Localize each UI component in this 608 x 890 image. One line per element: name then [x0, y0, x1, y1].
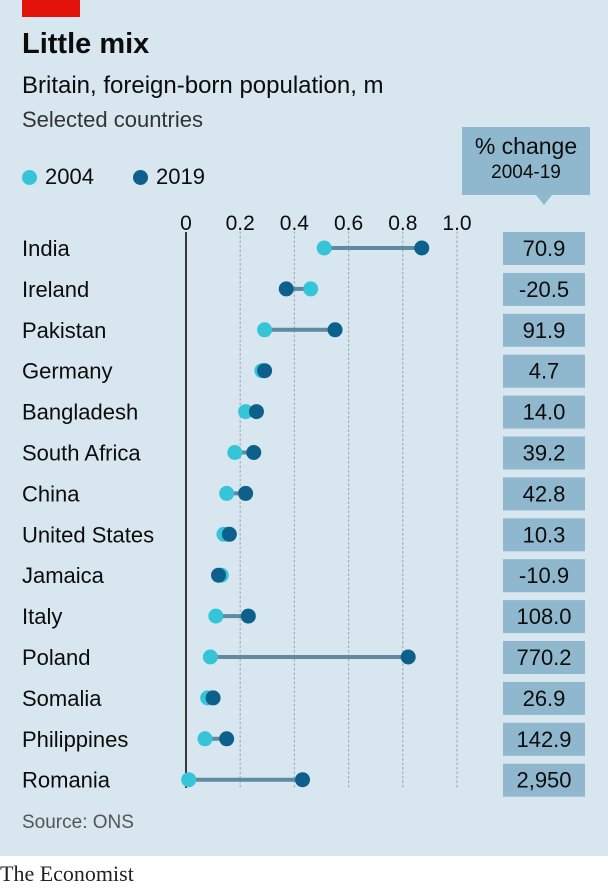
- dot-2004: [208, 608, 224, 624]
- pct-change-header-line1: % change: [474, 133, 578, 159]
- pct-change-box: [503, 477, 585, 511]
- dot-2019: [238, 485, 254, 501]
- source-note: Source: ONS: [22, 812, 134, 833]
- category-label: Pakistan: [22, 318, 106, 343]
- pct-change-header-line2: 2004-19: [491, 162, 561, 183]
- x-tick-label: 0: [180, 212, 192, 235]
- dot-2019: [246, 445, 262, 460]
- category-label: China: [22, 481, 80, 506]
- dot-2019: [414, 240, 430, 256]
- pct-change-value: 2,950: [516, 768, 571, 793]
- dot-plot: 0 0.2 0.4 0.6 0.8 1.0 India 70.9 Ireland -20.5 Pak…: [22, 212, 585, 797]
- dot-2004: [227, 445, 243, 460]
- pct-change-value: 70.9: [523, 236, 566, 261]
- legend-item-2004: 2004: [22, 164, 94, 190]
- category-label: Germany: [22, 359, 112, 384]
- category-label: Somalia: [22, 686, 102, 711]
- x-tick-label: 0.8: [388, 212, 417, 235]
- x-tick-label: 0.2: [226, 212, 255, 235]
- dot-2019: [278, 281, 294, 297]
- x-tick-label: 1.0: [442, 212, 471, 235]
- pct-change-value: 14.0: [523, 400, 566, 425]
- pct-change-value: 142.9: [516, 727, 571, 752]
- legend-item-2019: 2019: [133, 164, 205, 190]
- dot-2019: [205, 690, 221, 706]
- legend-dot-2019: [133, 169, 148, 185]
- category-label: Italy: [22, 604, 62, 629]
- pct-change-box: [503, 272, 585, 306]
- pct-change-box: [503, 354, 585, 388]
- category-label: Romania: [22, 768, 111, 793]
- chart-title: Little mix: [22, 28, 150, 60]
- pct-change-box: [503, 313, 585, 347]
- dot-2004: [197, 731, 213, 747]
- pct-change-header: % change 2004-19: [462, 127, 590, 195]
- pct-change-value: 108.0: [516, 604, 571, 629]
- pct-change-value: 4.7: [529, 359, 560, 384]
- pct-change-box: [503, 600, 585, 634]
- dot-2019: [400, 649, 416, 665]
- legend-dot-2004: [22, 169, 37, 185]
- chart-subtitle-secondary: Selected countries: [22, 107, 203, 132]
- dot-2004: [316, 240, 332, 256]
- legend-label-2019: 2019: [156, 164, 205, 189]
- category-label: United States: [22, 522, 154, 547]
- dot-2019: [221, 526, 237, 542]
- pct-change-box: [503, 436, 585, 470]
- pct-change-value: -10.9: [519, 563, 569, 588]
- pct-change-value: 39.2: [523, 441, 566, 466]
- brand-logo-text: The Economist: [0, 861, 134, 886]
- category-label: Jamaica: [22, 563, 105, 588]
- dot-2019: [219, 731, 235, 747]
- dot-2019: [257, 363, 273, 379]
- dot-2019: [295, 772, 311, 788]
- category-label: Ireland: [22, 277, 89, 302]
- dot-2004: [257, 322, 273, 338]
- dot-2019: [211, 567, 227, 583]
- pct-change-box: [503, 232, 585, 265]
- category-label: Poland: [22, 645, 91, 670]
- pct-change-box: [503, 763, 585, 797]
- chart-subtitle: Britain, foreign-born population, m: [22, 72, 384, 99]
- pct-change-value: 91.9: [523, 318, 566, 343]
- pct-change-box: [503, 518, 585, 552]
- x-tick-label: 0.6: [334, 212, 363, 235]
- pct-change-box: [503, 395, 585, 429]
- pct-change-value: 770.2: [516, 645, 571, 670]
- legend-label-2004: 2004: [45, 164, 94, 189]
- pct-change-box: [503, 722, 585, 756]
- pct-change-value: 42.8: [523, 481, 566, 506]
- pct-change-value: 26.9: [523, 686, 566, 711]
- category-label: Philippines: [22, 727, 128, 752]
- dot-2004: [238, 404, 254, 420]
- pct-change-box: [503, 681, 585, 715]
- dot-2019: [327, 322, 343, 338]
- dot-2019: [248, 404, 264, 420]
- dot-2004: [219, 485, 235, 501]
- dot-2004: [303, 281, 319, 297]
- dot-2004: [202, 649, 218, 665]
- dot-2004: [181, 772, 197, 788]
- category-label: India: [22, 236, 70, 261]
- category-label: South Africa: [22, 441, 141, 466]
- pct-change-header-pointer: [536, 195, 552, 205]
- brand-red-bar: [22, 0, 80, 17]
- pct-change-box: [503, 559, 585, 593]
- pct-change-value: 10.3: [523, 522, 566, 547]
- dot-2019: [240, 608, 256, 624]
- x-tick-label: 0.4: [280, 212, 310, 235]
- category-label: Bangladesh: [22, 400, 138, 425]
- pct-change-box: [503, 641, 585, 674]
- pct-change-value: -20.5: [519, 277, 569, 302]
